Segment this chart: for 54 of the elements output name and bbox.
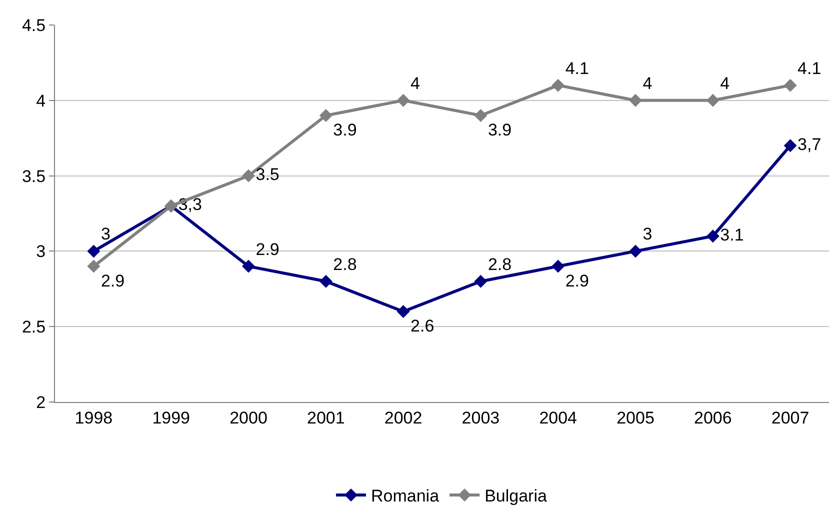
point bbox=[629, 244, 642, 258]
point bbox=[87, 260, 100, 273]
point bbox=[396, 305, 410, 318]
y-tick-label: 4.5 bbox=[22, 16, 46, 35]
point bbox=[474, 108, 488, 122]
point bbox=[706, 230, 720, 243]
x-tick-label: 2003 bbox=[462, 408, 500, 428]
point bbox=[629, 94, 642, 107]
point bbox=[474, 274, 488, 288]
point bbox=[242, 169, 255, 182]
point bbox=[784, 139, 797, 152]
data-label: 2.8 bbox=[333, 254, 357, 274]
point bbox=[242, 260, 255, 273]
data-label: 3.5 bbox=[256, 165, 280, 184]
point bbox=[319, 274, 332, 288]
y-tick-label: 2 bbox=[36, 392, 46, 412]
data-label: 3 bbox=[642, 224, 652, 244]
legend-label: Romania bbox=[371, 486, 440, 506]
legend-label: Bulgaria bbox=[484, 486, 548, 506]
data-label: 4 bbox=[642, 74, 652, 93]
y-tick-label: 3.5 bbox=[22, 166, 46, 186]
point bbox=[784, 78, 797, 92]
data-label: 3.9 bbox=[333, 120, 357, 140]
data-label: 2.9 bbox=[256, 240, 280, 259]
data-label: 3,7 bbox=[798, 134, 822, 154]
x-tick-label: 2006 bbox=[694, 408, 732, 428]
data-label: 2.8 bbox=[488, 254, 512, 274]
point bbox=[87, 244, 100, 258]
x-tick-label: 2005 bbox=[616, 408, 654, 428]
point bbox=[319, 108, 332, 122]
point bbox=[396, 94, 410, 107]
data-label: 4 bbox=[720, 74, 730, 93]
y-tick-label: 4 bbox=[36, 91, 46, 110]
y-tick-label: 2.5 bbox=[22, 318, 46, 337]
point bbox=[706, 94, 720, 107]
x-tick-label: 2004 bbox=[539, 408, 578, 428]
x-tick-label: 2001 bbox=[306, 408, 345, 428]
point bbox=[552, 78, 565, 92]
y-tick-label: 3 bbox=[36, 242, 46, 262]
data-label: 3 bbox=[100, 224, 110, 244]
point bbox=[552, 260, 565, 273]
x-tick-label: 1998 bbox=[74, 408, 113, 428]
data-label: 2.9 bbox=[565, 271, 589, 290]
x-tick-label: 2007 bbox=[771, 408, 810, 428]
data-label: 3.1 bbox=[720, 225, 744, 244]
data-label: 4 bbox=[410, 74, 420, 93]
x-tick-label: 2000 bbox=[230, 408, 268, 428]
data-label: 4.1 bbox=[798, 58, 822, 78]
x-tick-label: 1999 bbox=[152, 408, 190, 428]
x-tick-label: 2002 bbox=[384, 408, 422, 428]
data-label: 3.9 bbox=[488, 120, 512, 140]
data-label: 4.1 bbox=[565, 58, 589, 78]
data-label: 2.6 bbox=[410, 316, 434, 336]
data-label: 2.9 bbox=[100, 271, 125, 290]
